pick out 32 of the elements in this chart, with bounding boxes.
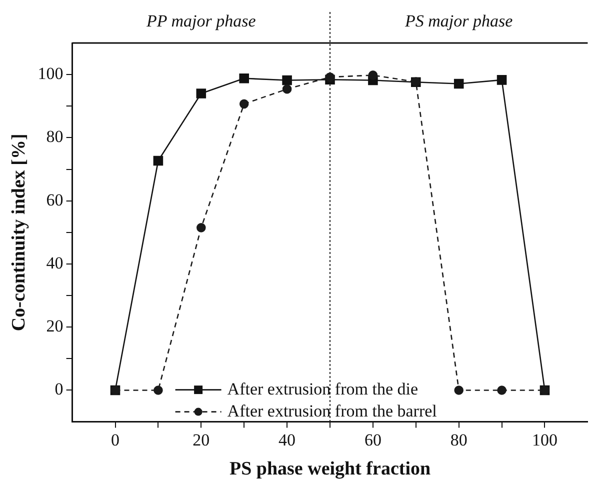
x-tick-label: 0 — [111, 430, 120, 450]
x-tick-label: 20 — [192, 430, 210, 450]
legend-label: After extrusion from the barrel — [227, 401, 438, 420]
point — [496, 75, 507, 85]
x-tick-label: 40 — [278, 430, 296, 450]
legend-label: After extrusion from the die — [227, 379, 418, 398]
y-tick-label: 100 — [38, 64, 64, 84]
y-tick-label: 80 — [46, 127, 64, 146]
point — [154, 386, 163, 395]
y-tick-label: 0 — [54, 380, 64, 399]
point — [239, 73, 249, 84]
point — [497, 386, 506, 395]
point — [282, 75, 292, 86]
y-tick-label: 60 — [46, 190, 64, 210]
y-axis-title: Co-continuity index [%] — [8, 134, 30, 332]
x-tick-label: 80 — [450, 430, 468, 450]
x-tick-label: 100 — [532, 430, 558, 450]
x-axis-title: PS phase weight fraction — [229, 458, 431, 480]
point — [239, 99, 249, 109]
point — [196, 88, 206, 98]
point — [196, 223, 206, 232]
text: PS major phase — [404, 11, 514, 30]
y-tick-label: 40 — [46, 253, 64, 272]
text: PP major phase — [146, 11, 256, 30]
point — [325, 72, 335, 82]
point — [454, 78, 464, 89]
point — [282, 84, 292, 94]
point — [368, 70, 378, 80]
point — [454, 386, 464, 395]
y-tick-label: 20 — [46, 316, 64, 336]
x-tick-label: 60 — [364, 430, 382, 450]
point — [153, 156, 164, 166]
